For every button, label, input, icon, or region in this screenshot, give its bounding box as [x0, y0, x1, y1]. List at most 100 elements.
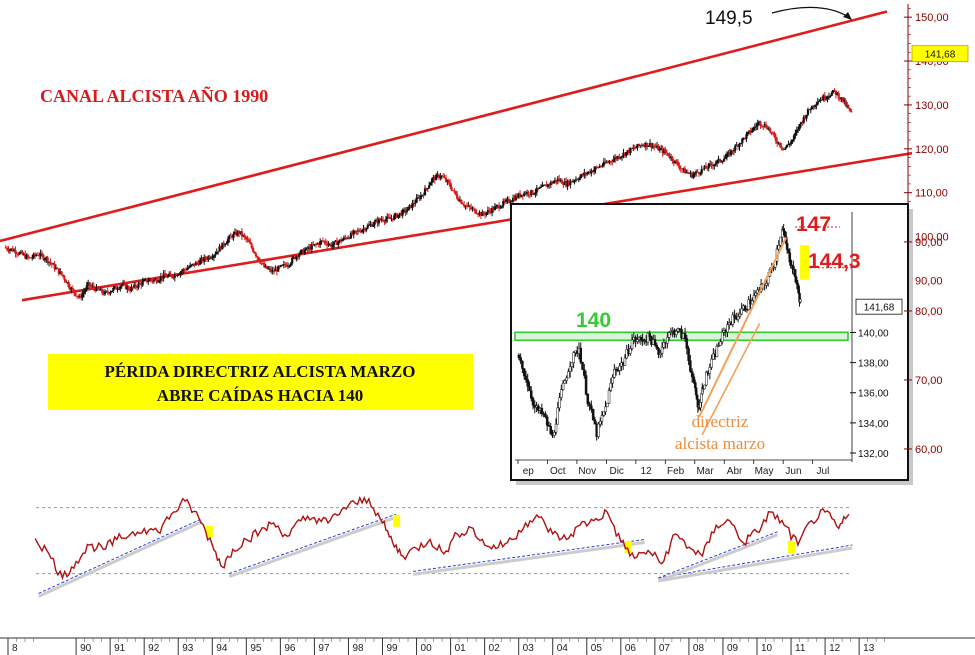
candle-body-72 [105, 291, 108, 292]
candle-body-77 [112, 287, 115, 291]
candle-body-254 [359, 231, 362, 233]
candle-body-131 [187, 267, 190, 269]
candle-body-71 [103, 291, 107, 295]
trend-label-line1: directriz [692, 412, 749, 431]
osc-trend-3 [658, 544, 853, 579]
candle-body-315 [444, 178, 448, 182]
candle-body-363 [511, 197, 515, 202]
candle-body-354 [499, 207, 502, 209]
candle-body-57 [84, 289, 87, 292]
candle-body-320 [451, 190, 455, 192]
candle-body-392 [552, 181, 555, 184]
candle-body-121 [173, 274, 176, 278]
candle-body-335 [472, 208, 476, 210]
candle-body-556 [781, 147, 784, 150]
candle-body-239 [338, 239, 341, 242]
candle-body-381 [537, 187, 540, 189]
candle-body-28 [43, 259, 46, 261]
candle-body-129 [184, 269, 188, 271]
candle-body-543 [763, 124, 766, 127]
candle-body-294 [415, 197, 418, 203]
inset-body-36 [581, 361, 584, 370]
candle-body-463 [651, 145, 654, 148]
candle-body-604 [848, 108, 852, 111]
candle-body-222 [314, 244, 318, 245]
candle-body-37 [56, 267, 59, 269]
candle-body-419 [590, 170, 593, 174]
candle-body-508 [714, 163, 717, 165]
osc-xtick-label-10: 99 [387, 643, 399, 654]
candle-body-323 [456, 194, 459, 199]
candle-body-413 [581, 174, 585, 176]
candle-body-269 [380, 219, 383, 221]
candle-body-21 [33, 253, 37, 256]
candle-body-99 [142, 279, 146, 282]
candle-body-585 [822, 95, 825, 101]
candle-body-299 [422, 194, 425, 196]
candle-body-92 [133, 284, 136, 288]
candle-body-454 [639, 145, 642, 147]
candle-body-510 [717, 158, 720, 161]
candle-body-351 [495, 205, 498, 207]
inset-body-57 [618, 365, 621, 371]
inset-body-113 [708, 367, 712, 374]
candle-body-383 [539, 186, 543, 188]
candle-body-201 [285, 265, 288, 267]
candle-body-267 [377, 218, 380, 224]
candle-body-483 [679, 168, 682, 170]
candle-body-249 [352, 231, 355, 235]
candle-body-565 [794, 132, 797, 136]
candle-body-114 [163, 273, 167, 276]
candle-body-403 [567, 180, 571, 186]
osc-xtick-label-9: 98 [352, 643, 364, 654]
inset-body-22 [556, 407, 560, 425]
candle-body-268 [379, 218, 382, 220]
candle-body-325 [458, 199, 462, 202]
inset-body-7 [530, 390, 533, 399]
candle-body-337 [475, 213, 478, 215]
candle-body-173 [246, 239, 249, 240]
panel-y-axis: 60,00 70,00 80,00 90,00 [904, 237, 943, 456]
inset-body-131 [740, 308, 743, 315]
candle-body-291 [411, 202, 414, 208]
inset-body-126 [731, 314, 735, 325]
candle-body-520 [731, 150, 734, 152]
candle-body-256 [362, 228, 365, 231]
candle-body-389 [548, 184, 551, 186]
inset-body-55 [614, 368, 618, 371]
inset-body-84 [666, 337, 669, 344]
candle-body-171 [243, 235, 246, 237]
inset-body-29 [568, 366, 572, 372]
candle-body-66 [96, 286, 100, 290]
inset-body-60 [623, 357, 627, 366]
candle-body-358 [504, 199, 508, 202]
candle-body-19 [31, 257, 34, 259]
inset-body-15 [544, 413, 547, 418]
candle-body-498 [700, 168, 703, 174]
inset-body-1 [519, 357, 522, 362]
candle-body-205 [291, 257, 294, 264]
candle-body-316 [446, 180, 449, 182]
candle-body-339 [478, 212, 481, 215]
candle-body-578 [812, 105, 815, 107]
inset-xtick-label-8: May [755, 466, 774, 477]
candle-body-218 [309, 246, 312, 250]
candle-body-40 [60, 271, 63, 275]
candle-body-26 [40, 253, 44, 256]
candle-body-405 [570, 180, 573, 182]
candle-body-109 [156, 281, 160, 283]
candle-body-576 [809, 109, 812, 111]
candle-body-502 [706, 168, 709, 170]
candle-body-572 [804, 116, 807, 119]
candle-body-482 [678, 165, 681, 169]
candle-body-503 [707, 164, 710, 169]
candle-body-27 [42, 255, 45, 260]
candle-body-231 [327, 244, 330, 246]
inset-body-129 [736, 316, 740, 320]
candle-body-153 [218, 246, 221, 252]
candle-body-357 [503, 201, 506, 202]
inset-body-31 [572, 352, 575, 363]
candle-body-223 [316, 243, 319, 245]
candle-body-12 [21, 251, 24, 255]
candle-body-246 [348, 237, 351, 239]
